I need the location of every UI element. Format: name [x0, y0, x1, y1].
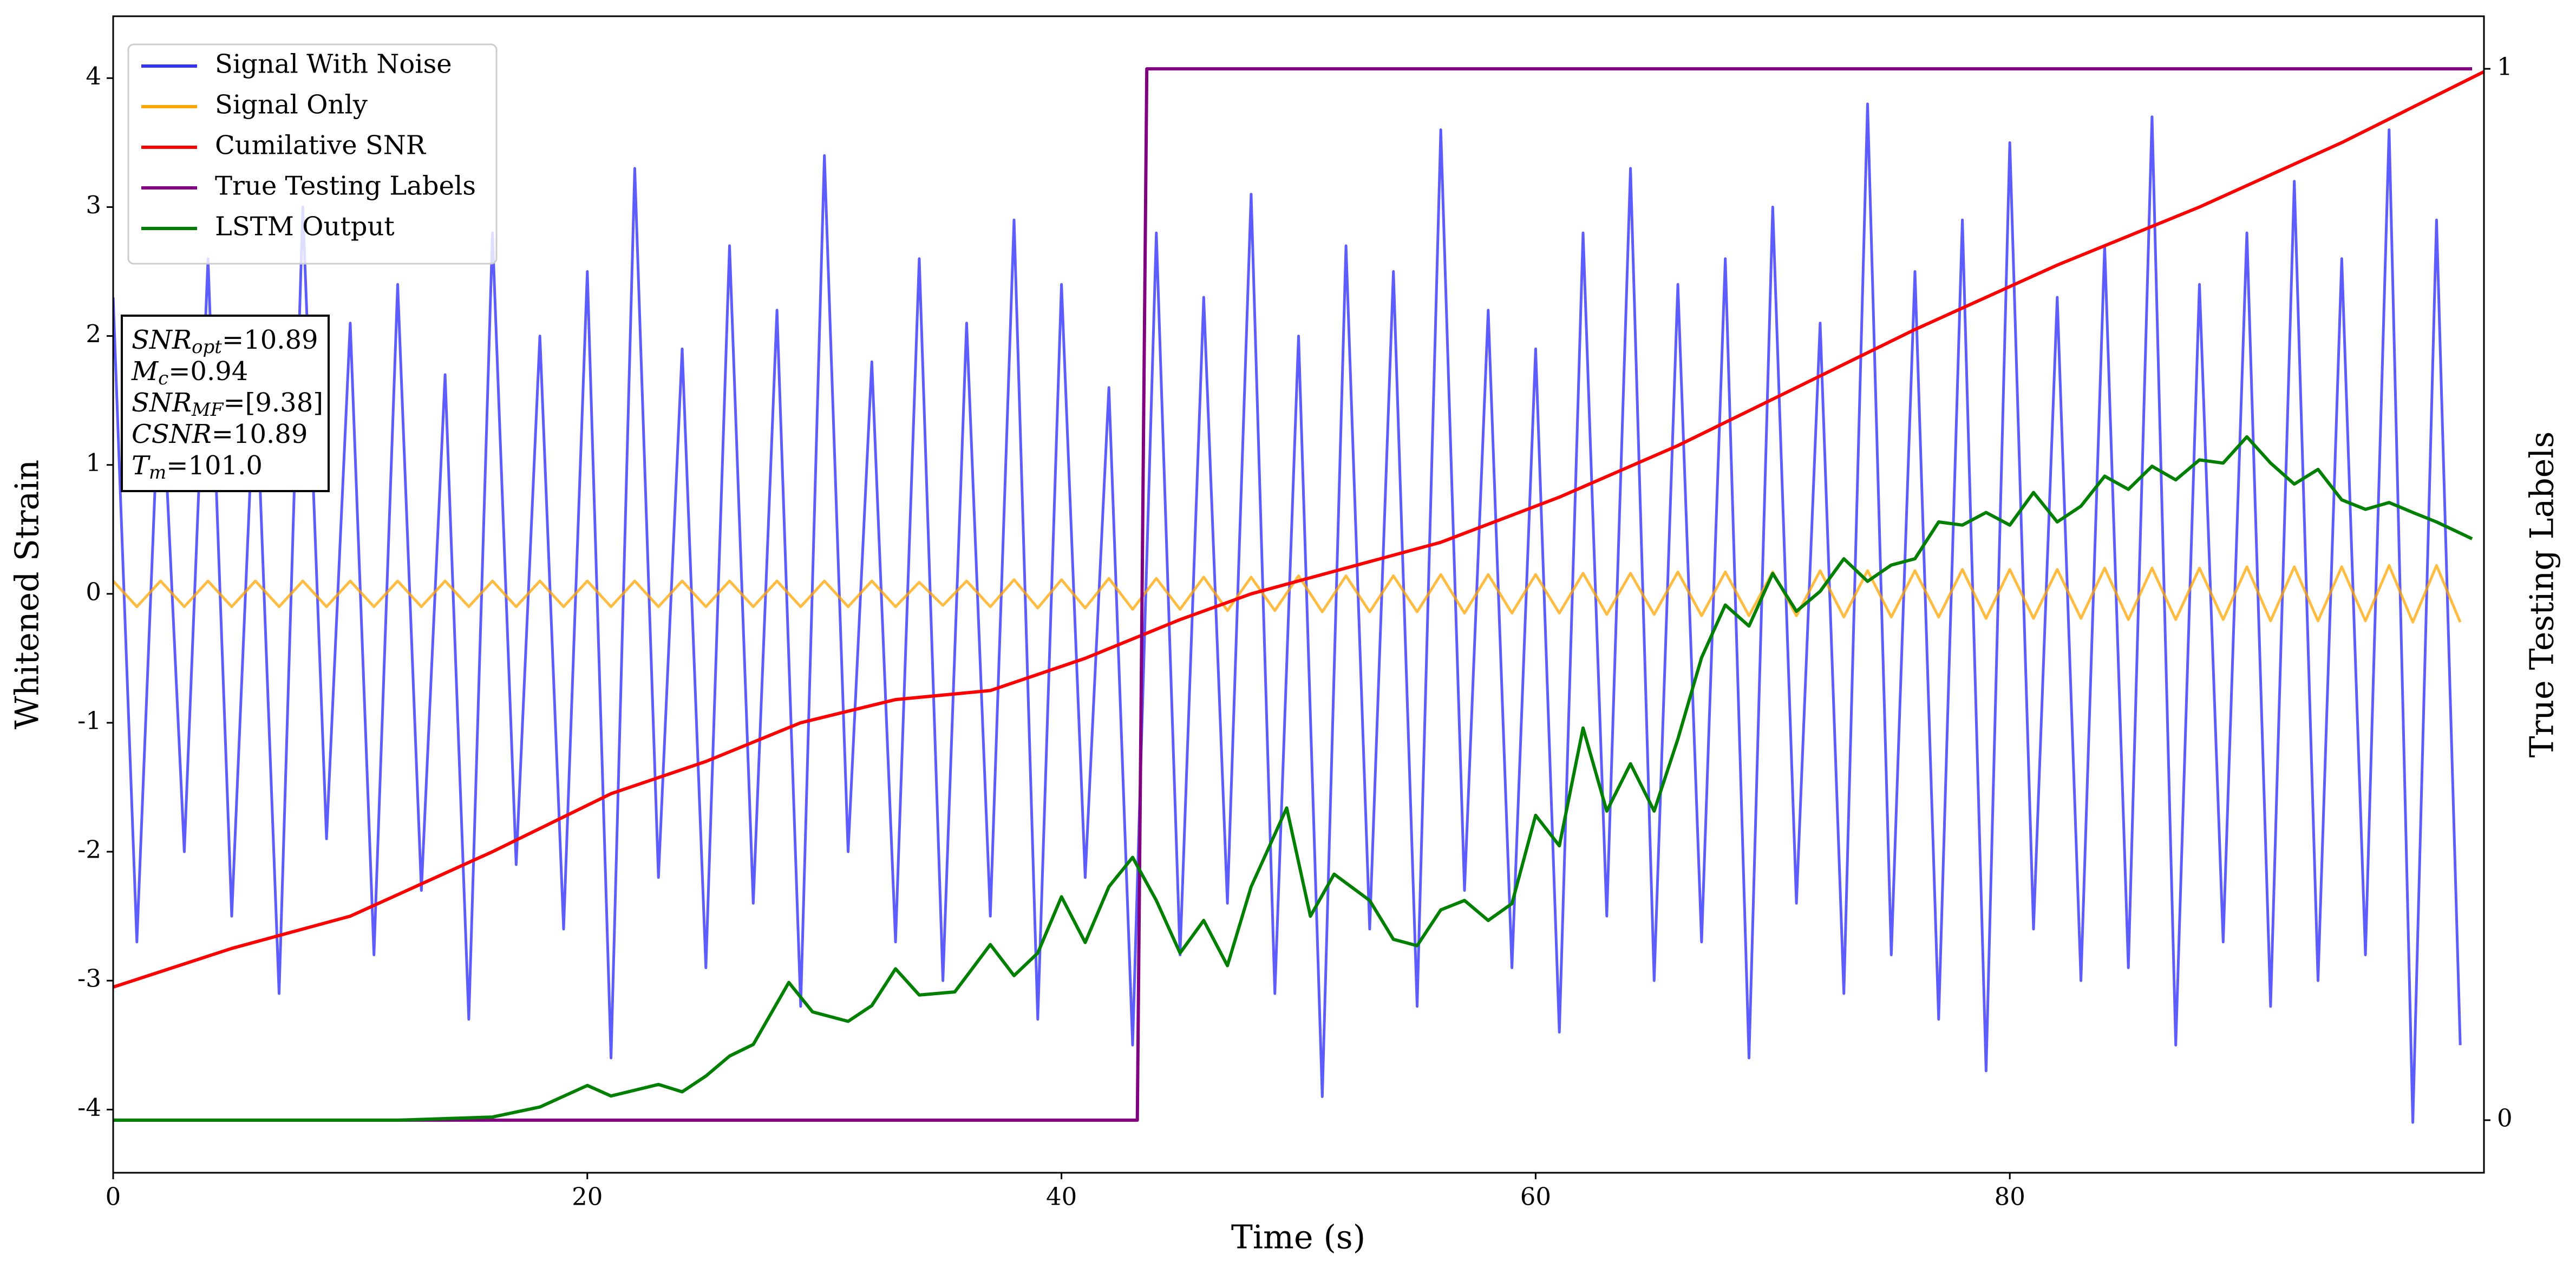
annotation-value: =10.89 — [212, 419, 308, 449]
series-line — [113, 70, 2484, 989]
annotation-text: CSNR=10.89 — [132, 419, 308, 449]
y2-tick-label: 0 — [2497, 1103, 2513, 1132]
y-tick-label: 2 — [86, 319, 101, 348]
annotation-subscript: c — [158, 368, 168, 389]
annotation-subscript: MF — [191, 399, 224, 421]
legend-label: Signal With Noise — [215, 49, 452, 80]
y-tick-label: 3 — [86, 191, 101, 219]
legend-label: LSTM Output — [215, 212, 395, 242]
x-tick-label: 0 — [106, 1182, 121, 1211]
y-tick-label: 4 — [86, 62, 101, 90]
annotation-symbol: CSNR — [132, 419, 212, 449]
legend-label: Signal Only — [215, 90, 368, 120]
plot-area — [113, 67, 2484, 1124]
x-tick-label: 80 — [1995, 1182, 2025, 1211]
annotation-value: =[9.38] — [223, 388, 323, 418]
y2-tick-label: 1 — [2497, 53, 2513, 81]
y2-axis-label: True Testing Labels — [2523, 432, 2561, 758]
legend-label: Cumilative SNR — [215, 130, 427, 161]
x-tick-label: 60 — [1520, 1182, 1551, 1211]
annotation-symbol: T — [132, 450, 151, 481]
annotation-text: Tm=101.0 — [132, 450, 263, 484]
y-tick-label: -1 — [77, 706, 101, 735]
series-line — [113, 102, 2462, 1124]
series-line — [113, 67, 2473, 1122]
legend-box — [127, 43, 498, 265]
legend-label: True Testing Labels — [215, 171, 476, 201]
annotation-symbol: M — [131, 356, 159, 387]
annotation-subscript: opt — [192, 336, 222, 358]
y-tick-label: -2 — [77, 835, 101, 864]
annotation-subscript: m — [149, 462, 166, 484]
annotation-box — [121, 315, 330, 492]
x-axis-label: Time (s) — [1231, 1219, 1365, 1257]
annotation-value: =0.94 — [168, 356, 248, 387]
annotation-symbol: SNR — [132, 325, 192, 355]
annotation-text: Mc=0.94 — [131, 356, 248, 390]
y-tick-label: 1 — [86, 448, 101, 477]
annotation-text: SNRopt=10.89 — [132, 325, 318, 358]
series-line — [113, 435, 2473, 1122]
x-tick-label: 20 — [572, 1182, 603, 1211]
annotation-text: SNRMF=[9.38] — [132, 388, 323, 421]
y-axis-label: Whitened Strain — [9, 460, 47, 729]
series-line — [113, 564, 2462, 624]
x-tick-label: 40 — [1046, 1182, 1077, 1211]
annotation-value: =10.89 — [222, 325, 318, 355]
y-tick-label: -3 — [77, 964, 101, 993]
y-tick-label: 0 — [86, 577, 101, 606]
annotation-symbol: SNR — [132, 388, 192, 418]
annotation-value: =101.0 — [166, 450, 263, 481]
y-tick-label: -4 — [77, 1093, 101, 1122]
